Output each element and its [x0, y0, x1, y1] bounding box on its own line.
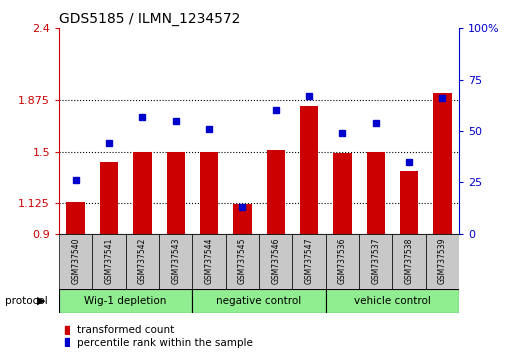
Bar: [359, 234, 392, 289]
Text: vehicle control: vehicle control: [354, 296, 431, 306]
Text: GSM737543: GSM737543: [171, 238, 180, 284]
Bar: [300, 106, 318, 234]
Bar: [126, 234, 159, 289]
Text: GSM737544: GSM737544: [205, 238, 213, 284]
Bar: [67, 202, 85, 234]
Bar: [292, 234, 326, 289]
Text: GSM737547: GSM737547: [305, 238, 313, 284]
Text: transformed count: transformed count: [77, 325, 174, 335]
Bar: [167, 152, 185, 234]
Text: Wig-1 depletion: Wig-1 depletion: [85, 296, 167, 306]
Text: GSM737542: GSM737542: [138, 238, 147, 284]
Bar: [226, 234, 259, 289]
Bar: [367, 152, 385, 234]
Text: GSM737537: GSM737537: [371, 238, 380, 284]
Bar: [392, 234, 426, 289]
Text: GSM737545: GSM737545: [238, 238, 247, 284]
Bar: [100, 162, 118, 234]
Text: GSM737539: GSM737539: [438, 238, 447, 284]
Bar: [259, 234, 292, 289]
Bar: [65, 338, 70, 346]
Bar: [426, 234, 459, 289]
Bar: [200, 152, 218, 234]
Text: ▶: ▶: [37, 296, 46, 306]
Text: GSM737536: GSM737536: [338, 238, 347, 284]
Text: GDS5185 / ILMN_1234572: GDS5185 / ILMN_1234572: [59, 12, 241, 26]
Bar: [59, 234, 92, 289]
Bar: [192, 234, 226, 289]
Bar: [192, 289, 326, 313]
Bar: [159, 234, 192, 289]
Bar: [65, 326, 70, 333]
Text: negative control: negative control: [216, 296, 302, 306]
Bar: [92, 234, 126, 289]
Text: percentile rank within the sample: percentile rank within the sample: [77, 338, 253, 348]
Text: GSM737546: GSM737546: [271, 238, 280, 284]
Bar: [433, 93, 451, 234]
Text: protocol: protocol: [5, 296, 48, 306]
Bar: [400, 171, 418, 234]
Bar: [133, 152, 151, 234]
Text: GSM737541: GSM737541: [105, 238, 113, 284]
Bar: [326, 289, 459, 313]
Bar: [326, 234, 359, 289]
Bar: [267, 150, 285, 234]
Bar: [59, 289, 192, 313]
Bar: [333, 153, 351, 234]
Text: GSM737540: GSM737540: [71, 238, 80, 284]
Bar: [233, 204, 251, 234]
Text: GSM737538: GSM737538: [405, 238, 413, 284]
